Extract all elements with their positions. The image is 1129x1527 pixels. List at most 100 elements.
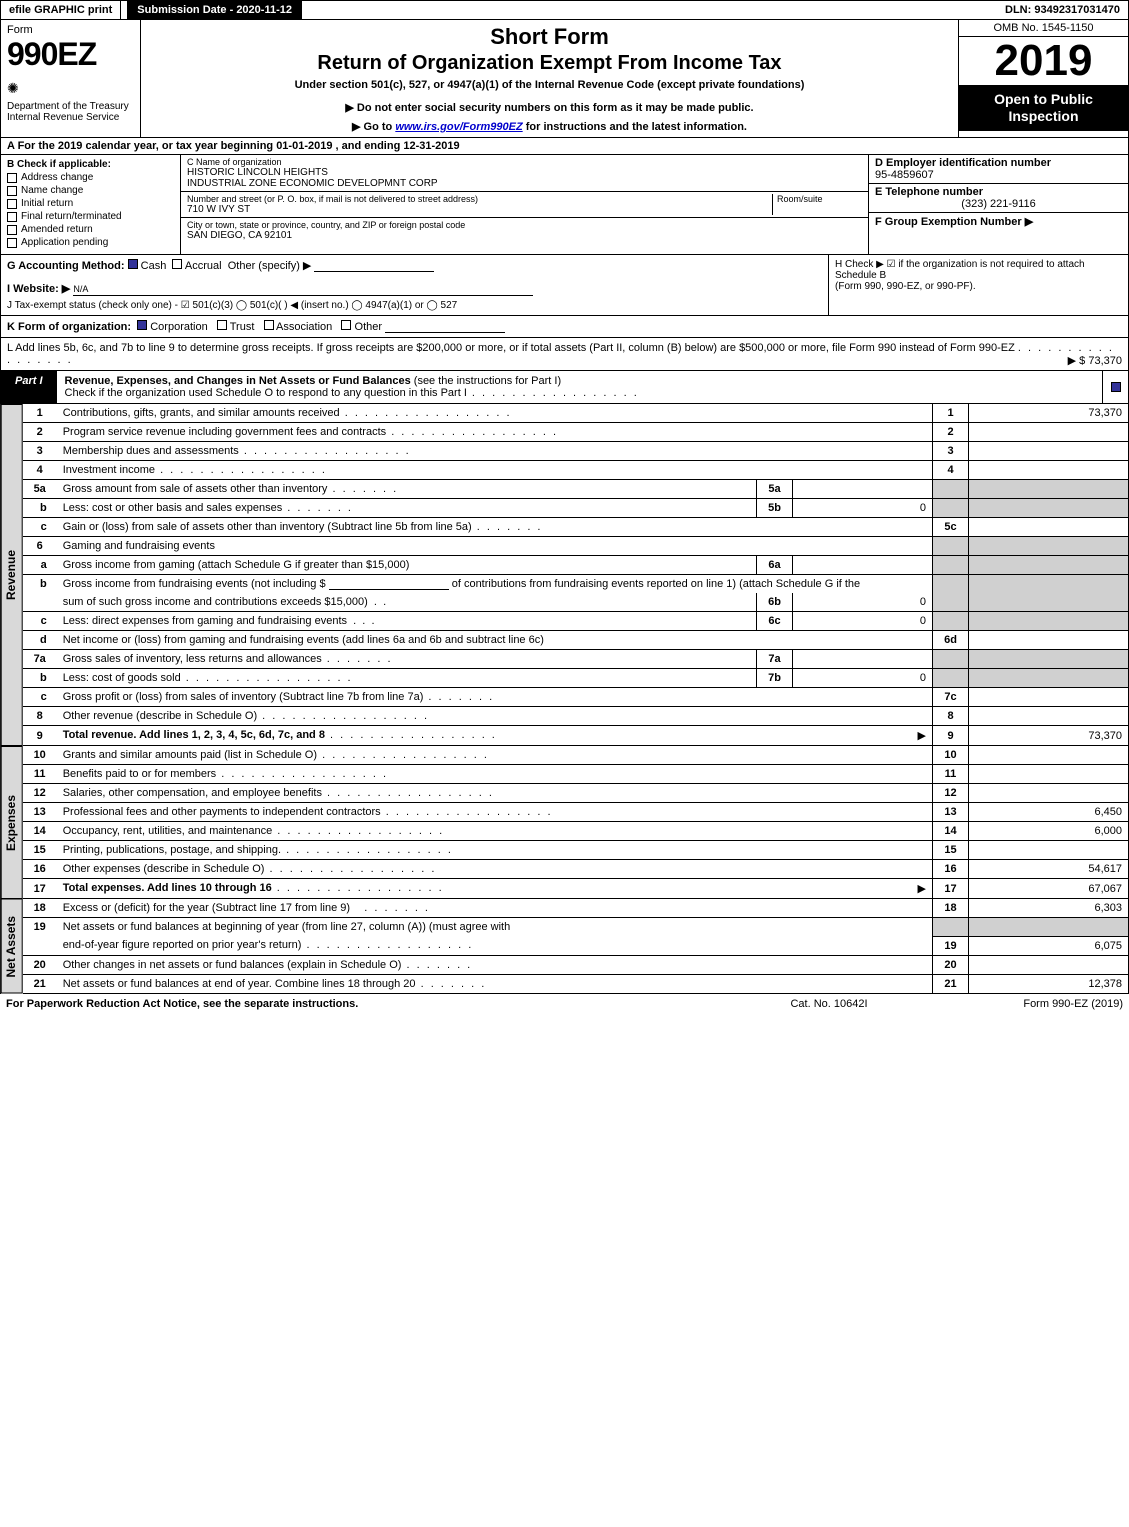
chk-corporation[interactable] — [137, 320, 147, 330]
phone-label: E Telephone number — [875, 186, 1122, 198]
box-b-title: B Check if applicable: — [7, 159, 174, 170]
l15-num: 15 — [23, 841, 57, 860]
l13-val: 6,450 — [969, 803, 1129, 822]
chk-address-change[interactable] — [7, 173, 17, 183]
l6-num: 6 — [23, 537, 57, 556]
goto-pre: ▶ Go to — [352, 121, 395, 133]
l6b-valshade — [969, 575, 1129, 612]
l9-num: 9 — [23, 726, 57, 746]
l5b-num: b — [23, 499, 57, 518]
l16-col: 16 — [933, 860, 969, 879]
chk-schedule-o[interactable] — [1111, 382, 1121, 392]
box-l-amount: ▶ $ 73,370 — [1068, 354, 1122, 367]
l7b-colshade — [933, 669, 969, 688]
lbl-trust: Trust — [230, 321, 255, 333]
efile-print-button[interactable]: efile GRAPHIC print — [1, 1, 121, 19]
lbl-other-method: Other (specify) ▶ — [228, 260, 312, 272]
l5b-colshade — [933, 499, 969, 518]
dln: DLN: 93492317031470 — [997, 1, 1128, 19]
l6-valshade — [969, 537, 1129, 556]
tax-year: 2019 — [959, 37, 1128, 85]
l8-desc: Other revenue (describe in Schedule O) — [63, 710, 257, 722]
lbl-corp: Corporation — [150, 321, 207, 333]
l7b-desc: Less: cost of goods sold — [63, 672, 181, 684]
chk-other-org[interactable] — [341, 320, 351, 330]
l17-desc: Total expenses. Add lines 10 through 16 — [63, 882, 272, 894]
submission-date: Submission Date - 2020-11-12 — [127, 1, 302, 19]
l6c-bval: 0 — [793, 612, 933, 631]
l6b-blank[interactable] — [329, 578, 449, 590]
part-1-checkline: Check if the organization used Schedule … — [65, 387, 467, 399]
l5a-bval — [793, 480, 933, 499]
l19-desc2: end-of-year figure reported on prior yea… — [63, 939, 302, 951]
expenses-tab: Expenses — [1, 746, 23, 899]
chk-app-pending[interactable] — [7, 238, 17, 248]
l6c-colshade — [933, 612, 969, 631]
expenses-table: 10Grants and similar amounts paid (list … — [23, 746, 1129, 899]
l21-col: 21 — [933, 974, 969, 993]
l2-col: 2 — [933, 423, 969, 442]
l7a-num: 7a — [23, 650, 57, 669]
l1-val: 73,370 — [969, 404, 1129, 423]
l17-num: 17 — [23, 879, 57, 899]
l6a-colshade — [933, 556, 969, 575]
lbl-cash: Cash — [141, 260, 167, 272]
l3-num: 3 — [23, 442, 57, 461]
l1-col: 1 — [933, 404, 969, 423]
box-k: K Form of organization: Corporation Trus… — [0, 316, 1129, 338]
l8-col: 8 — [933, 707, 969, 726]
chk-association[interactable] — [264, 320, 274, 330]
website-label: I Website: ▶ — [7, 283, 70, 295]
group-exemption-label: F Group Exemption Number ▶ — [875, 215, 1122, 228]
revenue-tab: Revenue — [1, 404, 23, 746]
l7a-bval — [793, 650, 933, 669]
l3-val — [969, 442, 1129, 461]
box-h-line2: (Form 990, 990-EZ, or 990-PF). — [835, 281, 1122, 292]
other-org-input[interactable] — [385, 321, 505, 333]
chk-cash[interactable] — [128, 259, 138, 269]
other-method-input[interactable] — [314, 260, 434, 272]
l11-desc: Benefits paid to or for members — [63, 768, 216, 780]
part-1-dots — [467, 387, 639, 399]
irs-link[interactable]: www.irs.gov/Form990EZ — [395, 121, 522, 133]
l5b-bval: 0 — [793, 499, 933, 518]
l7c-num: c — [23, 688, 57, 707]
l5a-box: 5a — [757, 480, 793, 499]
lbl-address-change: Address change — [21, 172, 93, 183]
l10-desc: Grants and similar amounts paid (list in… — [63, 749, 317, 761]
org-name-label: C Name of organization — [187, 157, 862, 167]
chk-trust[interactable] — [217, 320, 227, 330]
l4-num: 4 — [23, 461, 57, 480]
l18-col: 18 — [933, 899, 969, 918]
chk-accrual[interactable] — [172, 259, 182, 269]
l12-num: 12 — [23, 784, 57, 803]
part-1-title: Revenue, Expenses, and Changes in Net As… — [65, 375, 411, 387]
l13-col: 13 — [933, 803, 969, 822]
chk-amended[interactable] — [7, 225, 17, 235]
l20-val — [969, 955, 1129, 974]
form-header: Form 990EZ ✺ Department of the Treasury … — [0, 20, 1129, 138]
box-c: C Name of organization HISTORIC LINCOLN … — [181, 155, 868, 254]
l21-val: 12,378 — [969, 974, 1129, 993]
l19-desc1: Net assets or fund balances at beginning… — [57, 918, 933, 937]
l6c-num: c — [23, 612, 57, 631]
l14-col: 14 — [933, 822, 969, 841]
chk-final-return[interactable] — [7, 212, 17, 222]
return-title: Return of Organization Exempt From Incom… — [149, 52, 950, 75]
line-a-tax-year: A For the 2019 calendar year, or tax yea… — [0, 138, 1129, 155]
l7b-bval: 0 — [793, 669, 933, 688]
l4-desc: Investment income — [63, 464, 155, 476]
chk-initial-return[interactable] — [7, 199, 17, 209]
chk-name-change[interactable] — [7, 186, 17, 196]
l19-colshade — [933, 918, 969, 937]
l9-val: 73,370 — [969, 726, 1129, 746]
l2-val — [969, 423, 1129, 442]
box-j: J Tax-exempt status (check only one) - ☑… — [7, 300, 822, 311]
l6b-box: 6b — [757, 593, 793, 612]
part-1-desc: Revenue, Expenses, and Changes in Net As… — [57, 371, 1102, 403]
l5b-desc: Less: cost or other basis and sales expe… — [63, 502, 283, 514]
l5c-col: 5c — [933, 518, 969, 537]
l21-desc: Net assets or fund balances at end of ye… — [63, 978, 416, 990]
l7a-box: 7a — [757, 650, 793, 669]
lbl-assoc: Association — [276, 321, 332, 333]
